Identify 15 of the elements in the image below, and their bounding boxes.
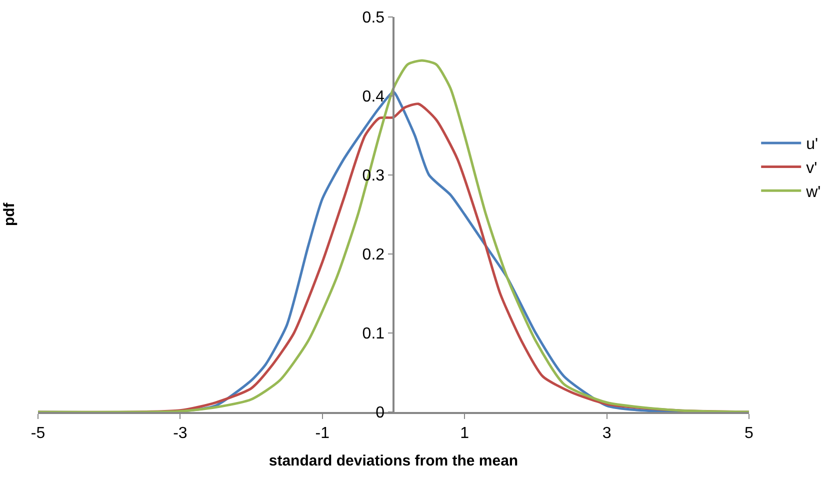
y-tick-label: 0 — [376, 404, 385, 422]
y-axis-title: pdf — [1, 202, 18, 226]
y-tick-label: 0.2 — [362, 246, 385, 264]
y-tick-label: 0.5 — [362, 10, 385, 27]
x-tick-label: 5 — [744, 424, 754, 442]
x-tick-label: -5 — [30, 424, 46, 442]
x-tick-label: 1 — [460, 424, 470, 442]
legend-label: v' — [806, 160, 818, 178]
x-axis-title: standard deviations from the mean — [268, 452, 518, 470]
x-tick-label: -1 — [315, 424, 330, 442]
y-tick-label: 0.4 — [362, 88, 385, 106]
y-tick-label: 0.1 — [362, 326, 385, 343]
x-tick-label: 3 — [602, 424, 612, 442]
x-tick-label: -3 — [173, 424, 188, 442]
legend-label: w' — [805, 184, 821, 201]
